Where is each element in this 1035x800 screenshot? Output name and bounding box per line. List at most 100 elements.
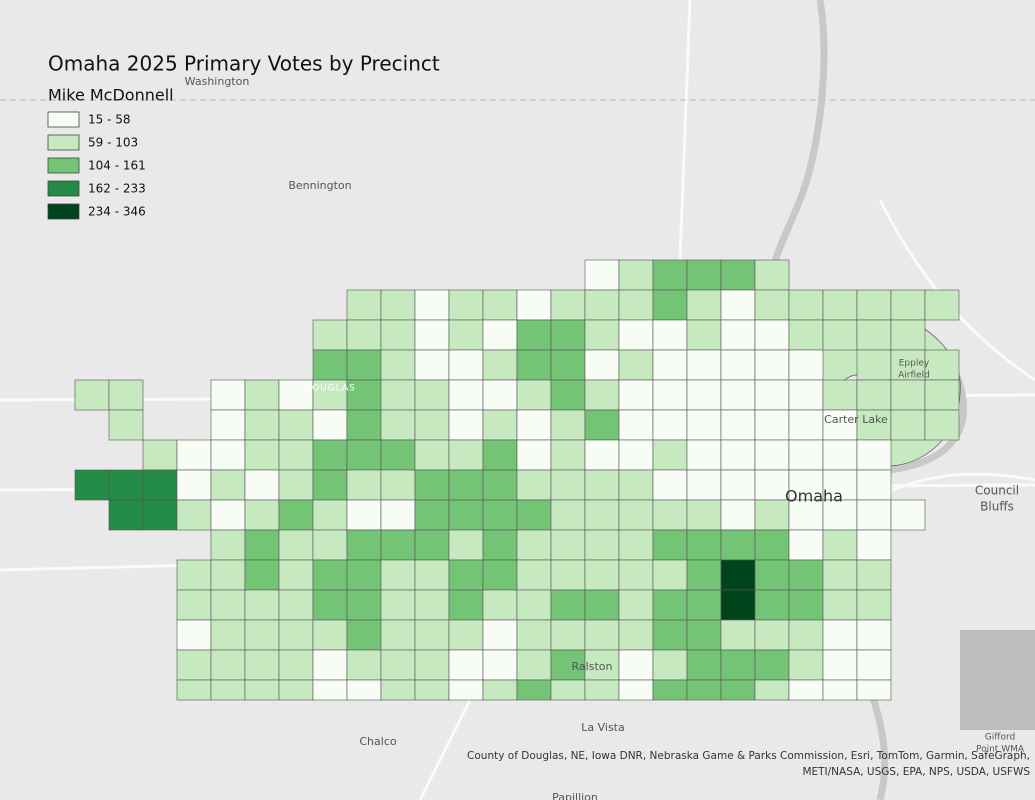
precinct [448, 499, 484, 531]
precinct [652, 319, 688, 351]
precinct [822, 679, 858, 701]
precinct [550, 469, 586, 501]
precinct [924, 289, 960, 321]
precinct [686, 649, 722, 681]
precinct [618, 289, 654, 321]
precinct [210, 559, 246, 591]
road [418, 699, 472, 800]
precinct [720, 349, 756, 381]
precinct [210, 499, 246, 531]
precinct [346, 379, 382, 411]
precinct [176, 619, 212, 651]
precinct [346, 589, 382, 621]
precinct [550, 679, 586, 701]
precinct [312, 319, 348, 351]
precinct [652, 499, 688, 531]
precinct [584, 379, 620, 411]
precinct [448, 469, 484, 501]
precinct [244, 649, 280, 681]
precinct [822, 529, 858, 561]
precinct [890, 409, 926, 441]
precinct [380, 679, 416, 701]
precinct [176, 499, 212, 531]
precinct [74, 469, 110, 501]
precinct [550, 529, 586, 561]
road [0, 563, 201, 572]
precinct [312, 649, 348, 681]
precinct [652, 589, 688, 621]
precinct [448, 409, 484, 441]
precinct [210, 439, 246, 471]
precinct [788, 289, 824, 321]
precinct [346, 289, 382, 321]
precinct [516, 589, 552, 621]
precinct [414, 349, 450, 381]
precinct [686, 349, 722, 381]
precinct [448, 679, 484, 701]
precinct [278, 409, 314, 441]
precinct [890, 319, 926, 351]
precinct [618, 649, 654, 681]
precinct [210, 649, 246, 681]
place-label: DOUGLAS [304, 384, 356, 394]
precinct [516, 499, 552, 531]
precinct [380, 589, 416, 621]
precinct [482, 379, 518, 411]
precinct [278, 619, 314, 651]
precinct [244, 529, 280, 561]
precinct [312, 559, 348, 591]
attribution: METI/NASA, USGS, EPA, NPS, USDA, USFWS [802, 766, 1030, 778]
precinct [516, 379, 552, 411]
precinct [754, 469, 790, 501]
precinct [380, 469, 416, 501]
precinct [754, 289, 790, 321]
precinct [414, 319, 450, 351]
precinct [312, 499, 348, 531]
place-label: Eppley [899, 359, 930, 369]
precinct [448, 289, 484, 321]
precinct [584, 679, 620, 701]
precinct [414, 469, 450, 501]
precinct [720, 469, 756, 501]
precinct [516, 319, 552, 351]
precinct [618, 619, 654, 651]
precinct [142, 499, 178, 531]
precinct [550, 319, 586, 351]
precinct [244, 439, 280, 471]
place-label: Bennington [288, 179, 351, 192]
precinct [686, 559, 722, 591]
precinct [244, 559, 280, 591]
precinct [244, 409, 280, 441]
precinct [890, 289, 926, 321]
precinct [278, 589, 314, 621]
precinct [448, 559, 484, 591]
precinct [74, 379, 110, 411]
precinct [822, 559, 858, 591]
precinct [890, 379, 926, 411]
legend-label: 15 - 58 [88, 113, 131, 127]
precinct [516, 409, 552, 441]
precinct [686, 529, 722, 561]
precinct [312, 469, 348, 501]
legend-label: 234 - 346 [88, 205, 146, 219]
precinct [652, 679, 688, 701]
precinct [210, 589, 246, 621]
precinct [108, 379, 144, 411]
precinct [550, 619, 586, 651]
precinct [652, 559, 688, 591]
precinct [278, 649, 314, 681]
legend-label: 104 - 161 [88, 159, 146, 173]
precinct [584, 559, 620, 591]
precinct [618, 259, 654, 291]
precinct [516, 529, 552, 561]
precinct [278, 469, 314, 501]
precinct [346, 409, 382, 441]
precinct [278, 439, 314, 471]
precinct [108, 499, 144, 531]
precinct [754, 679, 790, 701]
precinct [822, 499, 858, 531]
precinct [414, 499, 450, 531]
precinct [890, 499, 926, 531]
legend: 15 - 58 59 - 103 104 - 161 162 - 233 234 - 3… [47, 111, 146, 220]
